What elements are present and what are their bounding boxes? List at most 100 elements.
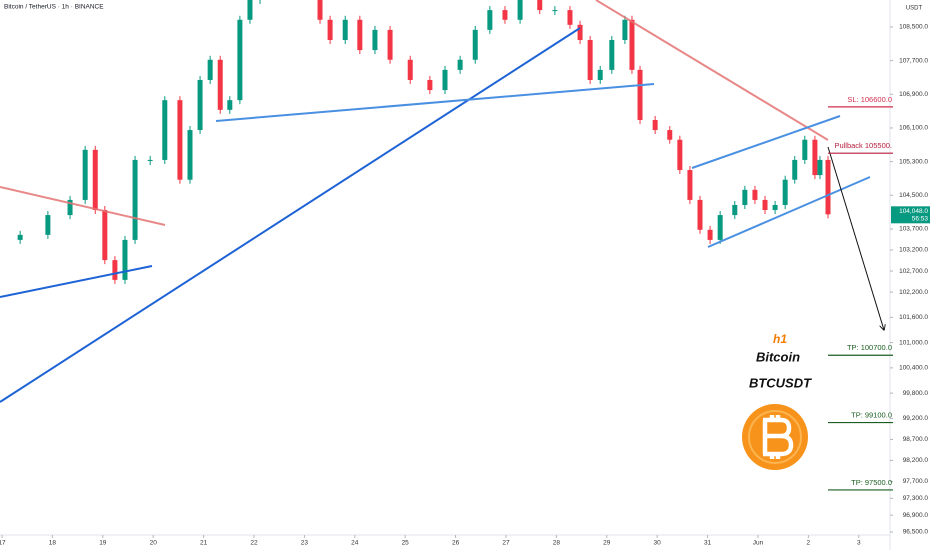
y-tick-label: 96,900.0 — [903, 512, 929, 519]
x-tick-label: 21 — [200, 540, 208, 547]
candle-body — [825, 159, 831, 215]
candle-body — [317, 0, 323, 20]
drawings — [0, 0, 884, 403]
candle-body — [427, 79, 433, 91]
level-label: Pullback 105500. — [834, 141, 892, 150]
candle-body — [817, 159, 823, 176]
candle-body — [772, 204, 778, 211]
candle-body — [122, 239, 128, 280]
x-tick-label: 29 — [603, 540, 611, 547]
candle-body — [342, 19, 348, 40]
candle-body — [812, 139, 818, 176]
candles — [17, 0, 831, 284]
candle-body — [67, 199, 73, 216]
candle-body — [802, 139, 808, 160]
candle-body — [587, 39, 593, 80]
candle-body — [637, 69, 643, 120]
y-tick-label: 103,200.0 — [899, 247, 928, 254]
bitcoin-logo — [742, 404, 808, 470]
candle-body — [687, 170, 693, 200]
x-tick-label: 2 — [807, 540, 811, 547]
y-tick-label: 99,800.0 — [903, 390, 929, 397]
y-tick-label: 96,500.0 — [903, 529, 929, 536]
level-label: TP: 99100.0 — [851, 411, 892, 420]
candle-body — [457, 59, 463, 70]
candle-body — [597, 69, 603, 80]
candle-body — [112, 260, 118, 280]
candle-body — [407, 59, 413, 80]
candle-body — [517, 0, 523, 20]
x-tick-label: 28 — [553, 540, 561, 547]
y-tick-label: 106,100.0 — [899, 125, 928, 132]
candle-body — [227, 100, 233, 110]
candle-body — [372, 29, 378, 51]
projection-arrow — [827, 146, 884, 330]
candle-body — [102, 210, 108, 261]
trendline — [0, 186, 166, 226]
candle-body — [207, 59, 213, 80]
y-tick-label: 106,900.0 — [899, 91, 928, 98]
candle-body — [217, 59, 223, 110]
timeframe-label: h1 — [773, 332, 787, 346]
candle-body — [147, 159, 153, 161]
x-tick-label: 19 — [99, 540, 107, 547]
y-tick-label: 99,200.0 — [903, 415, 929, 422]
x-tick-label: 25 — [402, 540, 410, 547]
asset-symbol: BTCUSDT — [749, 375, 812, 390]
channel-line — [707, 176, 871, 248]
last-price-badge — [891, 206, 930, 224]
level-label: SL: 106600.0 — [847, 95, 892, 104]
candle-body — [487, 10, 493, 30]
x-tick-label: 30 — [654, 540, 662, 547]
channel-line — [691, 115, 841, 169]
candle-body — [177, 100, 183, 180]
symbol-header: Bitcoin / TetherUS · 1h · BINANCE — [4, 4, 104, 11]
candle-body — [237, 19, 243, 101]
last-price-label: 104,048.0 — [899, 208, 928, 215]
x-tick-label: 26 — [452, 540, 460, 547]
candle-body — [792, 159, 798, 180]
y-tick-label: 100,400.0 — [899, 365, 928, 372]
candle-body — [707, 229, 713, 240]
y-tick-label: 97,300.0 — [903, 495, 929, 502]
candle-body — [45, 215, 51, 235]
candle-body — [537, 0, 543, 11]
y-tick-label: 107,700.0 — [899, 57, 928, 64]
trendline — [0, 265, 153, 298]
trendline — [0, 27, 581, 403]
x-tick-label: 23 — [301, 540, 309, 547]
x-tick-label: 31 — [704, 540, 712, 547]
y-tick-label: 105,300.0 — [899, 158, 928, 165]
candle-body — [782, 179, 788, 205]
trendline — [595, 0, 829, 141]
currency-label: USDT — [906, 6, 923, 12]
x-tick-label: 3 — [857, 540, 861, 547]
candle-body — [717, 215, 723, 240]
y-tick-label: 102,700.0 — [899, 268, 928, 275]
candle-body — [502, 10, 508, 20]
asset-name: Bitcoin — [756, 349, 800, 364]
trendline — [215, 83, 655, 122]
candle-body — [762, 199, 768, 211]
candle-body — [552, 10, 558, 12]
candle-body — [752, 189, 758, 200]
y-tick-label: 98,700.0 — [903, 436, 929, 443]
candle-body — [132, 159, 138, 240]
x-tick-label: 22 — [250, 540, 258, 547]
candle-body — [387, 29, 393, 60]
y-tick-label: 108,500.0 — [899, 24, 928, 31]
candle-body — [567, 10, 573, 25]
candle-body — [327, 19, 333, 40]
candle-body — [17, 234, 23, 240]
candle-body — [697, 199, 703, 230]
x-tick-label: 27 — [502, 540, 510, 547]
y-tick-label: 98,200.0 — [903, 457, 929, 464]
level-label: TP: 100700.0 — [847, 343, 892, 352]
candle-body — [82, 149, 88, 200]
y-tick-label: 103,700.0 — [899, 226, 928, 233]
y-tick-label: 101,600.0 — [899, 314, 928, 321]
y-tick-label: 104,500.0 — [899, 192, 928, 199]
x-tick-label: 20 — [150, 540, 158, 547]
